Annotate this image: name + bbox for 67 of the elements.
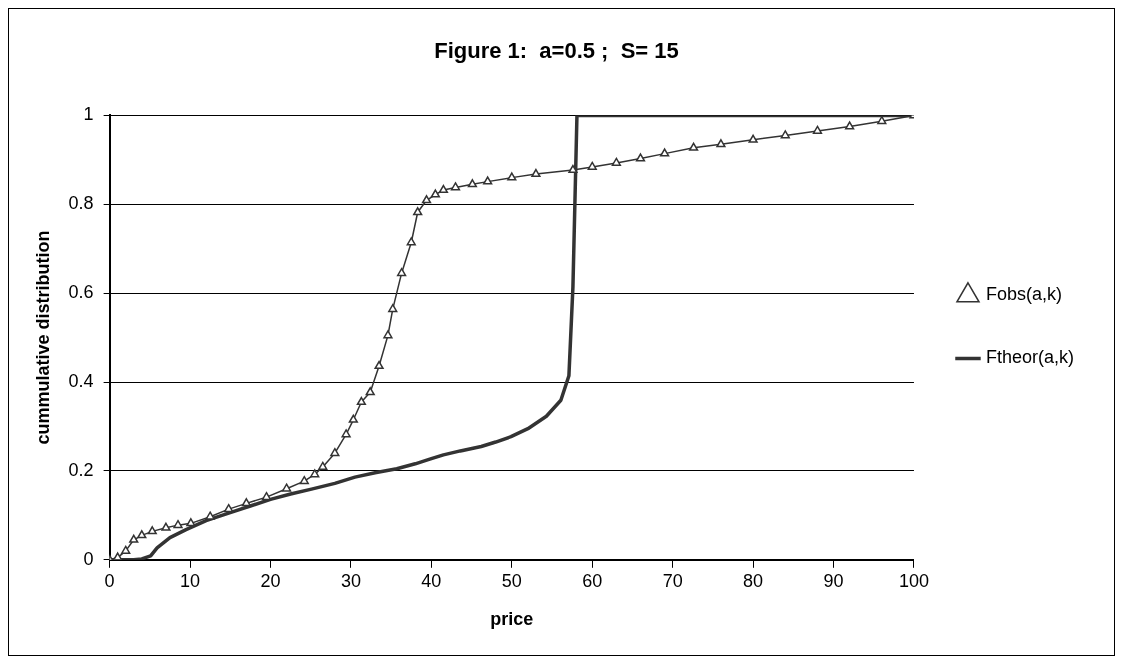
point	[635, 153, 646, 162]
point	[844, 121, 855, 130]
point	[129, 534, 139, 543]
point	[374, 360, 384, 370]
point	[531, 168, 541, 178]
point	[568, 164, 578, 174]
point	[365, 387, 375, 396]
y-tick-label: 0.2	[68, 459, 94, 480]
point	[241, 498, 252, 507]
point	[388, 303, 398, 313]
point	[611, 157, 622, 166]
x-tick-label: 0	[104, 570, 115, 591]
x-tick-label: 40	[421, 570, 442, 591]
point	[450, 182, 461, 191]
point	[659, 148, 670, 157]
point	[396, 267, 407, 277]
x-tick-label: 20	[260, 570, 281, 591]
point	[341, 429, 351, 438]
point	[281, 483, 292, 492]
y-tick-label: 0	[83, 548, 94, 569]
point	[356, 396, 367, 406]
point	[261, 491, 272, 501]
point	[688, 142, 699, 151]
point	[161, 522, 171, 531]
point	[483, 176, 493, 185]
point	[406, 237, 416, 246]
point	[147, 526, 157, 535]
y-tick-label: 0.6	[68, 282, 94, 303]
point	[421, 195, 432, 204]
point	[173, 519, 183, 529]
y-tick-label: 0.4	[68, 371, 94, 392]
point	[467, 179, 478, 188]
point	[205, 511, 215, 520]
legend-label: Ftheor(a,k)	[985, 347, 1075, 368]
point	[716, 139, 726, 148]
point	[137, 530, 147, 539]
point	[587, 161, 597, 170]
x-tick-label: 70	[662, 570, 683, 591]
x-tick-label: 50	[501, 570, 522, 591]
y-axis-title: cummulative distribution	[32, 230, 53, 445]
point	[812, 125, 823, 134]
x-tick-label: 80	[743, 570, 764, 591]
point	[748, 134, 758, 143]
x-axis-title: price	[490, 609, 534, 630]
point	[780, 130, 790, 139]
point	[224, 503, 234, 513]
point	[430, 189, 441, 198]
point	[310, 469, 320, 478]
x-tick-label: 90	[823, 570, 844, 591]
point	[348, 414, 358, 423]
point	[438, 184, 449, 194]
y-tick-label: 1	[83, 104, 94, 125]
point	[299, 475, 309, 485]
legend-label: Fobs(a,k)	[985, 284, 1063, 305]
y-tick-label: 0.8	[68, 193, 94, 214]
point	[507, 172, 517, 181]
chart-title: Figure 1: a=0.5 ; S= 15	[434, 38, 679, 64]
x-tick-label: 30	[340, 570, 361, 591]
point	[121, 545, 131, 554]
point	[383, 330, 393, 339]
point	[318, 461, 328, 470]
point	[186, 518, 196, 527]
point	[413, 207, 423, 216]
x-tick-label: 100	[898, 570, 929, 591]
point	[330, 447, 340, 457]
x-tick-label: 60	[582, 570, 603, 591]
x-tick-label: 10	[180, 570, 201, 591]
